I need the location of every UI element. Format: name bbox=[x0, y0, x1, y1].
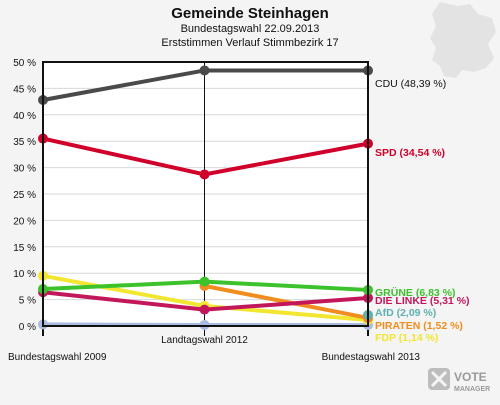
y-tick-label: 35 % bbox=[13, 137, 36, 148]
chart-subtitle-2: Erststimmen Verlauf Stimmbezirk 17 bbox=[161, 37, 338, 49]
x-tick-label: Bundestagswahl 2013 bbox=[322, 352, 421, 363]
y-tick-label: 25 % bbox=[13, 190, 36, 201]
data-point-die-linke bbox=[199, 304, 210, 315]
x-tick-label: Bundestagswahl 2009 bbox=[8, 352, 107, 363]
series-end-label: SPD (34,54 %) bbox=[375, 147, 445, 159]
vote-manager-logo-text: VOTE bbox=[454, 370, 487, 384]
series-end-label: AfD (2,09 %) bbox=[375, 307, 436, 319]
series-end-label: GRÜNE (6,83 %) bbox=[375, 286, 456, 299]
series-end-label: CDU (48,39 %) bbox=[375, 78, 446, 90]
y-tick-label: 10 % bbox=[13, 269, 36, 280]
y-tick-label: 20 % bbox=[13, 216, 36, 227]
chart-subtitle-1: Bundestagswahl 22.09.2013 bbox=[181, 23, 320, 35]
data-point-sonstige bbox=[199, 319, 210, 330]
y-tick-label: 40 % bbox=[13, 111, 36, 122]
series-end-label: FDP (1,14 %) bbox=[375, 332, 438, 344]
chart-title: Gemeinde Steinhagen bbox=[171, 5, 329, 22]
series-end-label: PIRATEN (1,52 %) bbox=[375, 320, 463, 332]
x-tick-label: Landtagswahl 2012 bbox=[161, 335, 248, 346]
y-tick-label: 45 % bbox=[13, 84, 36, 95]
y-tick-label: 0 % bbox=[19, 322, 36, 333]
y-tick-label: 5 % bbox=[19, 296, 36, 307]
germany-map-icon bbox=[430, 2, 496, 78]
y-tick-label: 30 % bbox=[13, 164, 36, 175]
data-point-spd bbox=[199, 169, 210, 180]
y-tick-label: 15 % bbox=[13, 243, 36, 254]
vote-manager-logo: VOTE MANAGER bbox=[428, 368, 490, 393]
data-point-gr-ne bbox=[199, 276, 210, 287]
series-end-label: DIE LINKE (5,31 %) bbox=[375, 295, 470, 307]
data-point-cdu bbox=[199, 65, 210, 76]
y-tick-label: 50 % bbox=[13, 58, 36, 69]
vote-manager-logo-x bbox=[430, 370, 448, 388]
plot-frame bbox=[42, 61, 369, 327]
vote-manager-logo-subtext: MANAGER bbox=[454, 386, 490, 393]
